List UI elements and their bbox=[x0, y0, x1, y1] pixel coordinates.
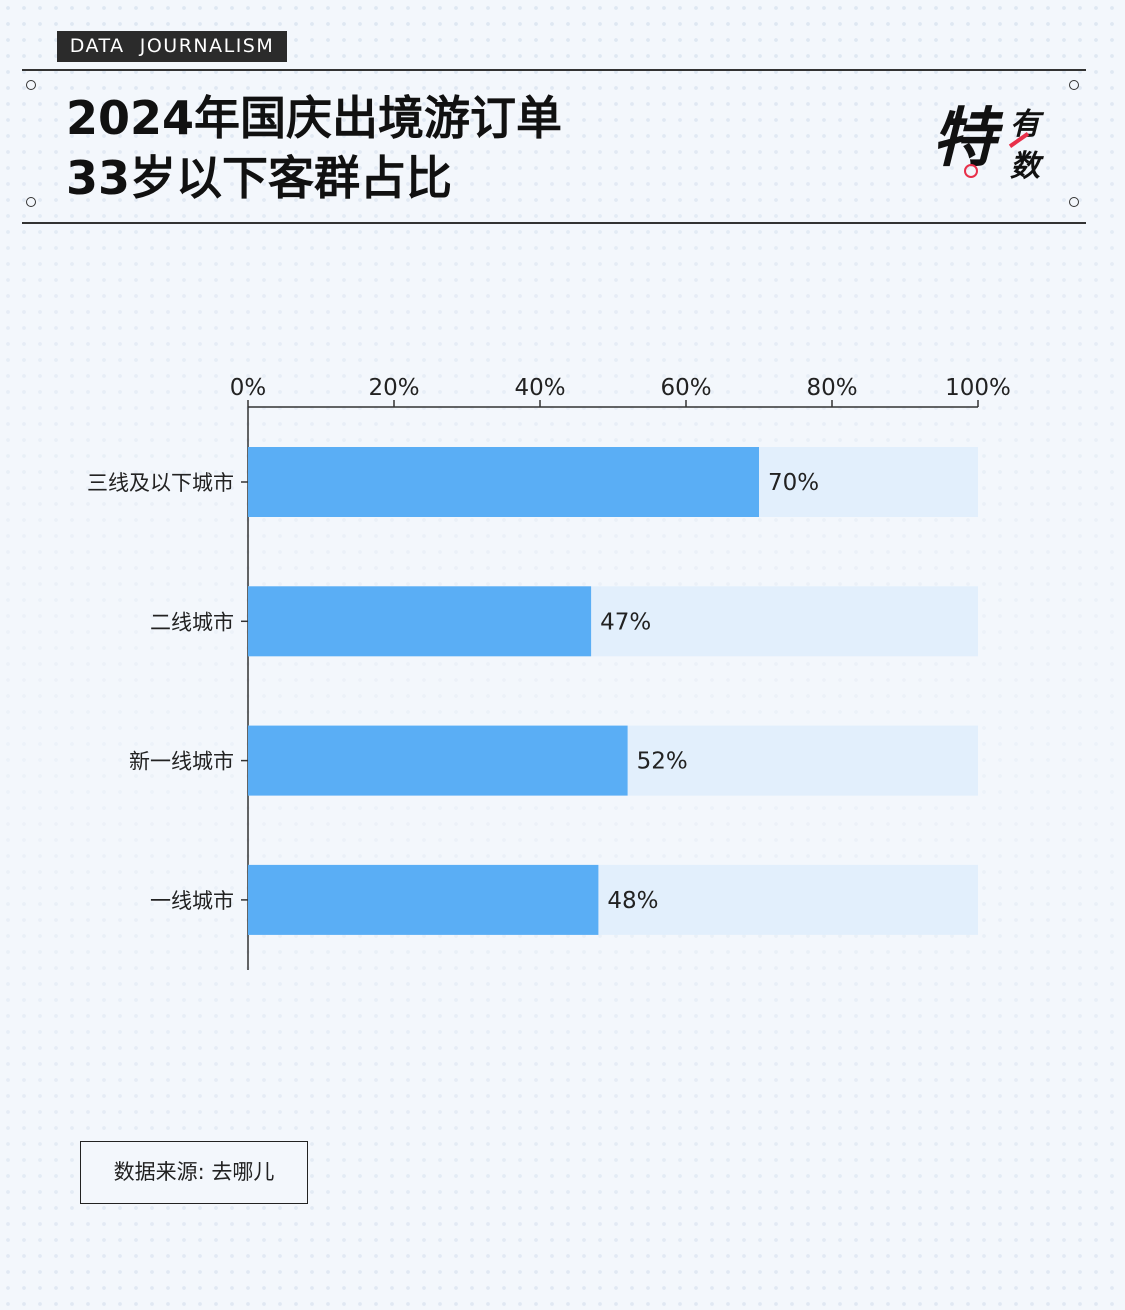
chart-title: 2024年国庆出境游订单 33岁以下客群占比 bbox=[66, 88, 562, 208]
category-label: 三线及以下城市 bbox=[87, 471, 234, 495]
category-label: 新一线城市 bbox=[129, 750, 234, 774]
header-bottom-rule bbox=[22, 222, 1086, 224]
data-label: 47% bbox=[600, 609, 651, 635]
chart-title-line-1: 2024年国庆出境游订单 bbox=[66, 91, 563, 145]
data-source-box: 数据来源: 去哪儿 bbox=[80, 1141, 308, 1204]
brand-logo-bottom-char: 数 bbox=[1010, 149, 1040, 184]
category-label: 一线城市 bbox=[150, 889, 234, 913]
bar bbox=[248, 725, 628, 796]
x-tick-label: 40% bbox=[514, 375, 565, 401]
x-tick-label: 100% bbox=[945, 375, 1011, 401]
data-label: 48% bbox=[607, 888, 658, 914]
bar bbox=[248, 447, 759, 517]
corner-ring-icon bbox=[26, 80, 36, 90]
corner-ring-icon bbox=[26, 197, 36, 207]
corner-ring-icon bbox=[1069, 197, 1079, 207]
brand-logo-main-char: 特 bbox=[932, 102, 996, 176]
data-journalism-badge: DATA JOURNALISM bbox=[57, 31, 287, 62]
data-label: 70% bbox=[768, 470, 819, 496]
magnifier-icon bbox=[964, 164, 978, 178]
data-label: 52% bbox=[637, 749, 688, 775]
x-tick-label: 80% bbox=[806, 375, 857, 401]
bar bbox=[248, 864, 599, 935]
x-tick-label: 20% bbox=[368, 375, 419, 401]
x-tick-label: 60% bbox=[660, 375, 711, 401]
bar bbox=[248, 586, 592, 657]
header-top-rule bbox=[22, 69, 1086, 71]
brand-logo: 特 有 数 bbox=[930, 102, 1060, 197]
corner-ring-icon bbox=[1069, 80, 1079, 90]
x-tick-label: 0% bbox=[230, 375, 267, 401]
category-label: 二线城市 bbox=[150, 610, 234, 634]
chart-title-line-2: 33岁以下客群占比 bbox=[66, 151, 453, 205]
